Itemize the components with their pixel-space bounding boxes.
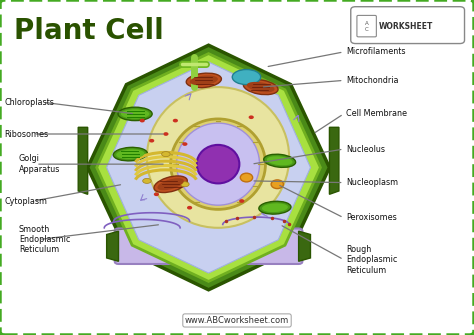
Text: Ribosomes: Ribosomes xyxy=(5,130,49,138)
Ellipse shape xyxy=(116,149,145,159)
Ellipse shape xyxy=(239,199,245,203)
Ellipse shape xyxy=(147,87,289,228)
Ellipse shape xyxy=(247,82,274,92)
FancyBboxPatch shape xyxy=(357,15,376,37)
Ellipse shape xyxy=(149,139,155,143)
Polygon shape xyxy=(299,231,310,261)
Ellipse shape xyxy=(154,193,159,196)
Polygon shape xyxy=(107,231,118,261)
Ellipse shape xyxy=(182,142,188,146)
Ellipse shape xyxy=(186,73,221,88)
FancyBboxPatch shape xyxy=(115,228,302,264)
Ellipse shape xyxy=(187,206,192,210)
Text: Chloroplasts: Chloroplasts xyxy=(5,98,55,107)
Text: Plant Cell: Plant Cell xyxy=(14,17,164,45)
Ellipse shape xyxy=(176,123,259,205)
Polygon shape xyxy=(97,54,320,281)
Text: Rough
Endoplasmic
Reticulum: Rough Endoplasmic Reticulum xyxy=(346,245,397,274)
Text: Peroxisomes: Peroxisomes xyxy=(346,213,397,222)
Ellipse shape xyxy=(197,145,239,184)
Ellipse shape xyxy=(240,173,253,182)
Text: WORKSHEET: WORKSHEET xyxy=(379,22,433,30)
Text: Smooth
Endoplasmic
Reticulum: Smooth Endoplasmic Reticulum xyxy=(19,225,70,254)
Ellipse shape xyxy=(248,115,254,119)
Ellipse shape xyxy=(162,152,170,157)
Text: Mitochondria: Mitochondria xyxy=(346,76,399,85)
Text: Golgi
Apparatus: Golgi Apparatus xyxy=(19,154,60,174)
Polygon shape xyxy=(107,62,310,273)
Ellipse shape xyxy=(262,203,288,212)
Text: Microfilaments: Microfilaments xyxy=(346,48,406,56)
Ellipse shape xyxy=(121,109,149,119)
Ellipse shape xyxy=(232,69,261,85)
Ellipse shape xyxy=(157,178,184,190)
Text: www.ABCworksheet.com: www.ABCworksheet.com xyxy=(185,316,289,325)
Polygon shape xyxy=(329,127,339,194)
Ellipse shape xyxy=(190,75,218,85)
Polygon shape xyxy=(78,127,88,194)
Polygon shape xyxy=(88,45,329,290)
Ellipse shape xyxy=(243,80,278,94)
Ellipse shape xyxy=(163,132,168,136)
FancyBboxPatch shape xyxy=(351,7,465,44)
Text: Nucleoplasm: Nucleoplasm xyxy=(346,178,398,187)
Ellipse shape xyxy=(264,154,296,168)
Ellipse shape xyxy=(259,201,291,214)
Ellipse shape xyxy=(171,119,265,209)
Ellipse shape xyxy=(271,180,283,189)
Text: Cytoplasm: Cytoplasm xyxy=(5,197,48,205)
Text: Cell Membrane: Cell Membrane xyxy=(346,110,407,118)
Ellipse shape xyxy=(267,156,292,165)
Ellipse shape xyxy=(118,107,152,121)
Ellipse shape xyxy=(181,182,189,187)
Text: Nucleolus: Nucleolus xyxy=(346,145,385,153)
Text: A
C: A C xyxy=(365,21,368,31)
Ellipse shape xyxy=(173,119,178,123)
Ellipse shape xyxy=(113,147,147,161)
Ellipse shape xyxy=(143,178,151,184)
Ellipse shape xyxy=(139,119,145,123)
Ellipse shape xyxy=(154,176,187,193)
